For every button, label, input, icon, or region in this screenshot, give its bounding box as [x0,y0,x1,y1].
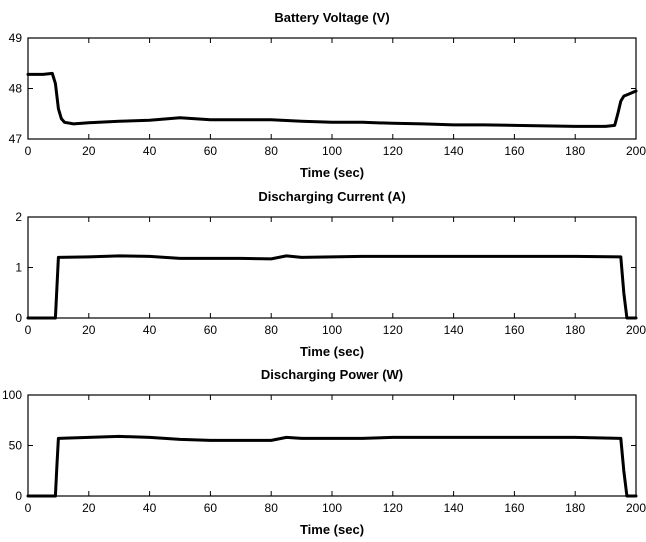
chart-title: Battery Voltage (V) [274,10,389,25]
x-axis-label: Time (sec) [300,344,364,359]
discharging-power-w-series-line [26,434,638,498]
plot-area-frame [27,37,637,140]
x-axis-label: Time (sec) [300,522,364,537]
x-tick-label: 200 [626,144,646,158]
discharging-current-a-series-line [26,254,638,320]
chart-title: Discharging Current (A) [258,189,405,204]
x-tick-label: 180 [565,323,585,337]
x-tick-label: 100 [322,501,342,515]
x-tick-label: 200 [626,501,646,515]
x-tick-label: 60 [204,501,218,515]
x-tick-label: 160 [504,323,524,337]
x-tick-label: 140 [444,323,464,337]
y-tick-label: 1 [15,261,22,275]
x-axis-label: Time (sec) [300,165,364,180]
x-tick-label: 100 [322,144,342,158]
x-tick-label: 0 [25,144,32,158]
y-tick-label: 0 [15,489,22,503]
x-tick-label: 180 [565,144,585,158]
y-tick-label: 2 [15,210,22,224]
y-tick-label: 0 [15,311,22,325]
y-tick-label: 49 [9,31,23,45]
x-tick-label: 80 [265,501,279,515]
x-tick-label: 60 [204,144,218,158]
x-tick-label: 40 [143,323,157,337]
x-tick-label: 0 [25,323,32,337]
discharging-current-panel: Discharging Current (A)Time (sec)0 20 40 60… [15,189,646,359]
battery-voltage-panel: Battery Voltage (V) Time (sec) 0 20 40 60 80 10… [9,10,646,180]
x-tick-label: 20 [82,501,96,515]
plot-area-frame [27,216,637,319]
plot-area-frame [27,394,637,497]
x-tick-label: 120 [383,501,403,515]
x-tick-label: 0 [25,501,32,515]
x-tick-label: 40 [143,144,157,158]
discharging-power-panel: Discharging Power (W) Time (sec) 0 20 40 60 80… [2,367,646,537]
x-tick-label: 120 [383,144,403,158]
x-tick-label: 60 [204,323,218,337]
x-tick-label: 200 [626,323,646,337]
x-tick-label: 180 [565,501,585,515]
x-tick-label: 120 [383,323,403,337]
x-tick-label: 40 [143,501,157,515]
x-tick-label: 20 [82,144,96,158]
chart-title: Discharging Power (W) [261,367,403,382]
y-tick-label: 47 [9,132,23,146]
x-tick-label: 160 [504,144,524,158]
x-tick-label: 140 [444,501,464,515]
x-tick-label: 100 [322,323,342,337]
x-tick-label: 160 [504,501,524,515]
x-tick-label: 80 [265,323,279,337]
y-tick-label: 50 [9,439,23,453]
battery-voltage-v-series-line [26,71,638,128]
x-tick-label: 20 [82,323,96,337]
x-tick-label: 80 [265,144,279,158]
y-tick-label: 48 [9,82,23,96]
x-tick-label: 140 [444,144,464,158]
y-tick-label: 100 [2,388,22,402]
